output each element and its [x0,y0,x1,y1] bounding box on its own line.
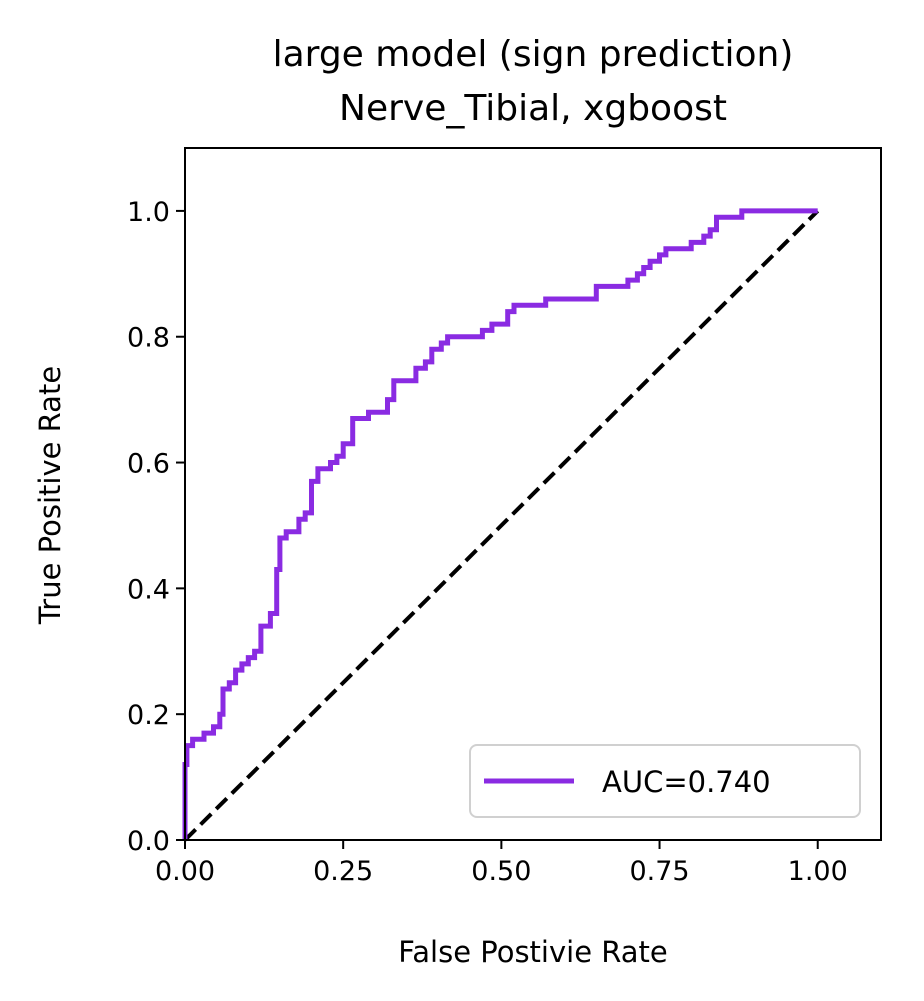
y-tick-label: 0.0 [127,826,170,857]
legend: AUC=0.740 [469,744,861,818]
chart-title-line2: Nerve_Tibial, xgboost [339,88,727,129]
x-tick-label: 0.75 [629,856,689,887]
y-tick-label: 1.0 [127,197,170,228]
legend-label: AUC=0.740 [602,765,771,799]
y-axis-label: True Positive Rate [33,366,67,625]
legend-box [469,744,861,818]
y-tick-label: 0.2 [127,700,170,731]
x-tick-label: 0.50 [471,856,531,887]
x-tick-label: 0.00 [155,856,215,887]
x-tick-label: 1.00 [788,856,848,887]
chart-title-line1: large model (sign prediction) [273,34,794,75]
y-tick-label: 0.8 [127,323,170,354]
x-tick-label: 0.25 [313,856,373,887]
axis-ticks: 0.00 0.25 0.50 0.75 1.00 0.0 0.2 0.4 0.6 0.8 1.0 [127,197,848,887]
chance-diagonal-line [183,209,820,842]
y-tick-label: 0.6 [127,449,170,480]
plot-lines [182,208,820,842]
y-tick-label: 0.4 [127,574,170,605]
x-axis-label: False Postivie Rate [398,935,668,969]
roc-curve-line [182,208,818,840]
plot-frame [184,147,882,841]
